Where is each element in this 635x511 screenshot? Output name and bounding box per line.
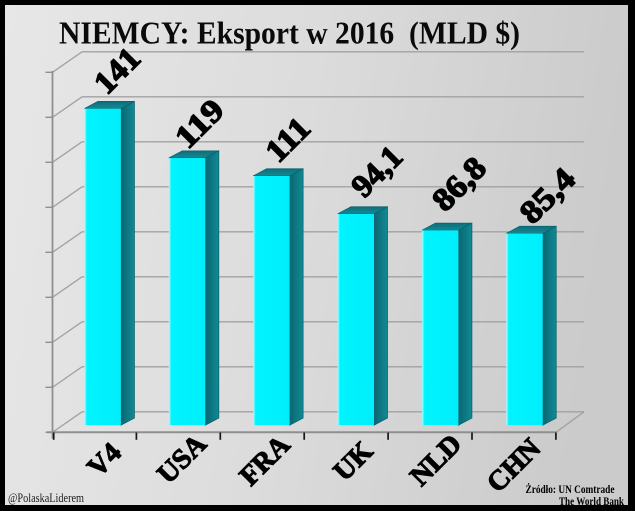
svg-text:NIEMCY: Eksport w 2016 (MLD $: NIEMCY: Eksport w 2016 (MLD $) — [59, 15, 520, 51]
svg-text:The World Bank: The World Bank — [559, 496, 624, 508]
svg-text:Żródło: UN Comtrade: Żródło: UN Comtrade — [526, 482, 615, 496]
svg-text:@PolaskaLiderem: @PolaskaLiderem — [8, 490, 84, 505]
